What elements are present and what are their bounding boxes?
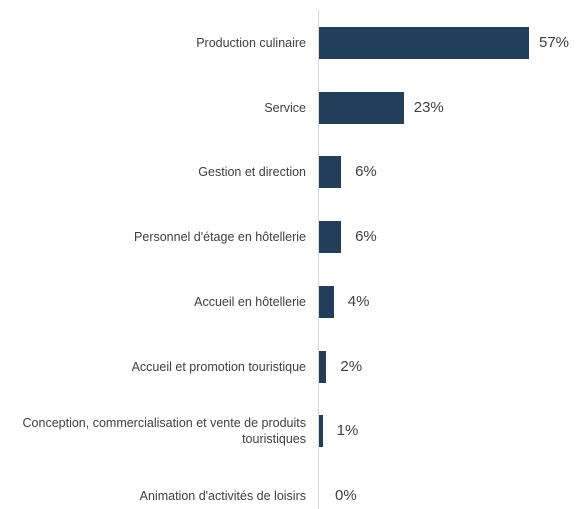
category-label: Personnel d'étage en hôtellerie: [134, 230, 306, 245]
category-label: Animation d'activités de loisirs: [139, 488, 306, 503]
bar: [319, 415, 323, 448]
bar: [319, 156, 342, 189]
category-label: Accueil en hôtellerie: [194, 294, 306, 309]
data-label: 1%: [336, 422, 359, 440]
data-label: 23%: [413, 98, 444, 116]
category-label: Production culinaire: [196, 36, 306, 50]
category-axis-line: [318, 10, 319, 509]
category-label: Gestion et direction: [198, 165, 306, 180]
bar: [319, 350, 327, 383]
data-label: 6%: [355, 163, 377, 181]
data-label: 4%: [347, 292, 370, 310]
data-label: 6%: [355, 228, 377, 246]
category-label: Service: [264, 100, 306, 115]
bar: [319, 27, 529, 59]
data-label: 0%: [335, 486, 357, 504]
data-label: 2%: [340, 357, 363, 375]
data-label: 57%: [539, 34, 570, 51]
bar: [319, 285, 334, 318]
category-label: Accueil et promotion touristique: [131, 359, 306, 374]
category-label: Conception, commercialisation et vente d…: [22, 416, 306, 447]
bar: [319, 91, 404, 124]
bar: [319, 221, 342, 254]
